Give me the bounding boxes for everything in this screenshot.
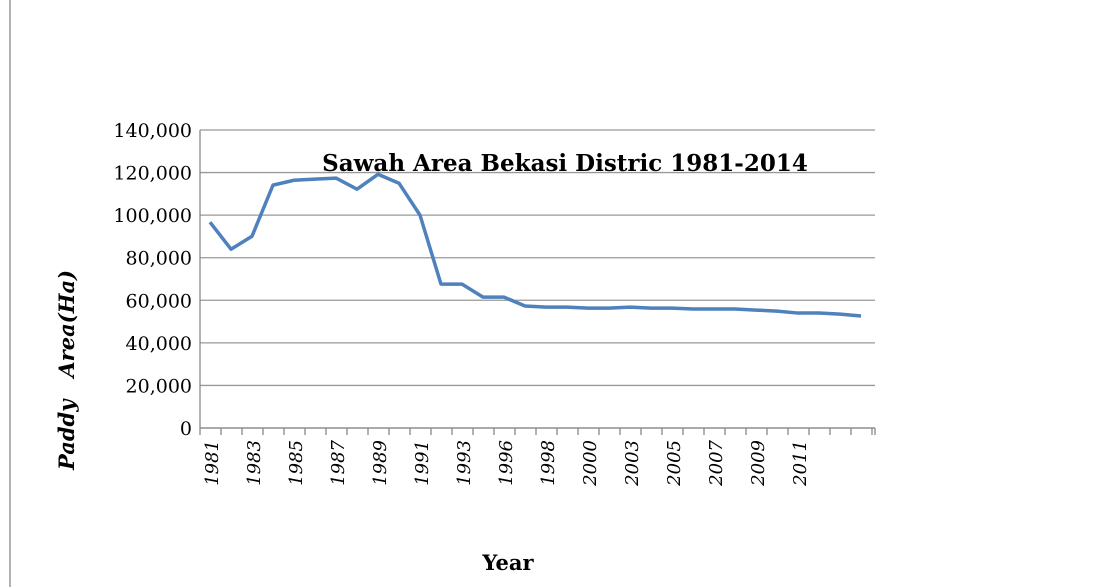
x-tick-label: 1981	[202, 440, 223, 486]
y-tick-label: 60,000	[126, 290, 192, 312]
y-tick-label: 120,000	[113, 163, 192, 185]
x-tick-label: 2011	[790, 440, 811, 487]
y-tick-label: 0	[180, 418, 192, 440]
x-tick-label: 1998	[538, 440, 559, 486]
x-tick-label: 1983	[244, 440, 265, 486]
y-axis-label: Paddy Area(Ha)	[54, 270, 79, 471]
y-tick-label: 40,000	[126, 333, 192, 355]
x-tick-label: 2003	[622, 440, 643, 487]
x-tick-label: 2009	[748, 440, 769, 487]
data-line	[208, 172, 862, 318]
y-tick-label: 20,000	[126, 375, 192, 397]
x-tick-label: 2005	[664, 440, 685, 487]
x-axis-label: Year	[481, 550, 534, 575]
x-tick-label: 2000	[580, 440, 601, 487]
x-tick-label: 1987	[328, 439, 349, 485]
x-tick-label: 1991	[412, 440, 433, 486]
x-tick-label: 1996	[496, 440, 517, 486]
x-tick-label: 1993	[454, 440, 475, 486]
y-tick-label: 80,000	[126, 248, 192, 270]
x-tick-label: 2007	[706, 439, 727, 486]
x-tick-label: 1989	[370, 440, 391, 486]
y-tick-label: 140,000	[113, 120, 192, 142]
x-tick-label: 1985	[286, 440, 307, 486]
y-tick-label: 100,000	[113, 205, 192, 227]
